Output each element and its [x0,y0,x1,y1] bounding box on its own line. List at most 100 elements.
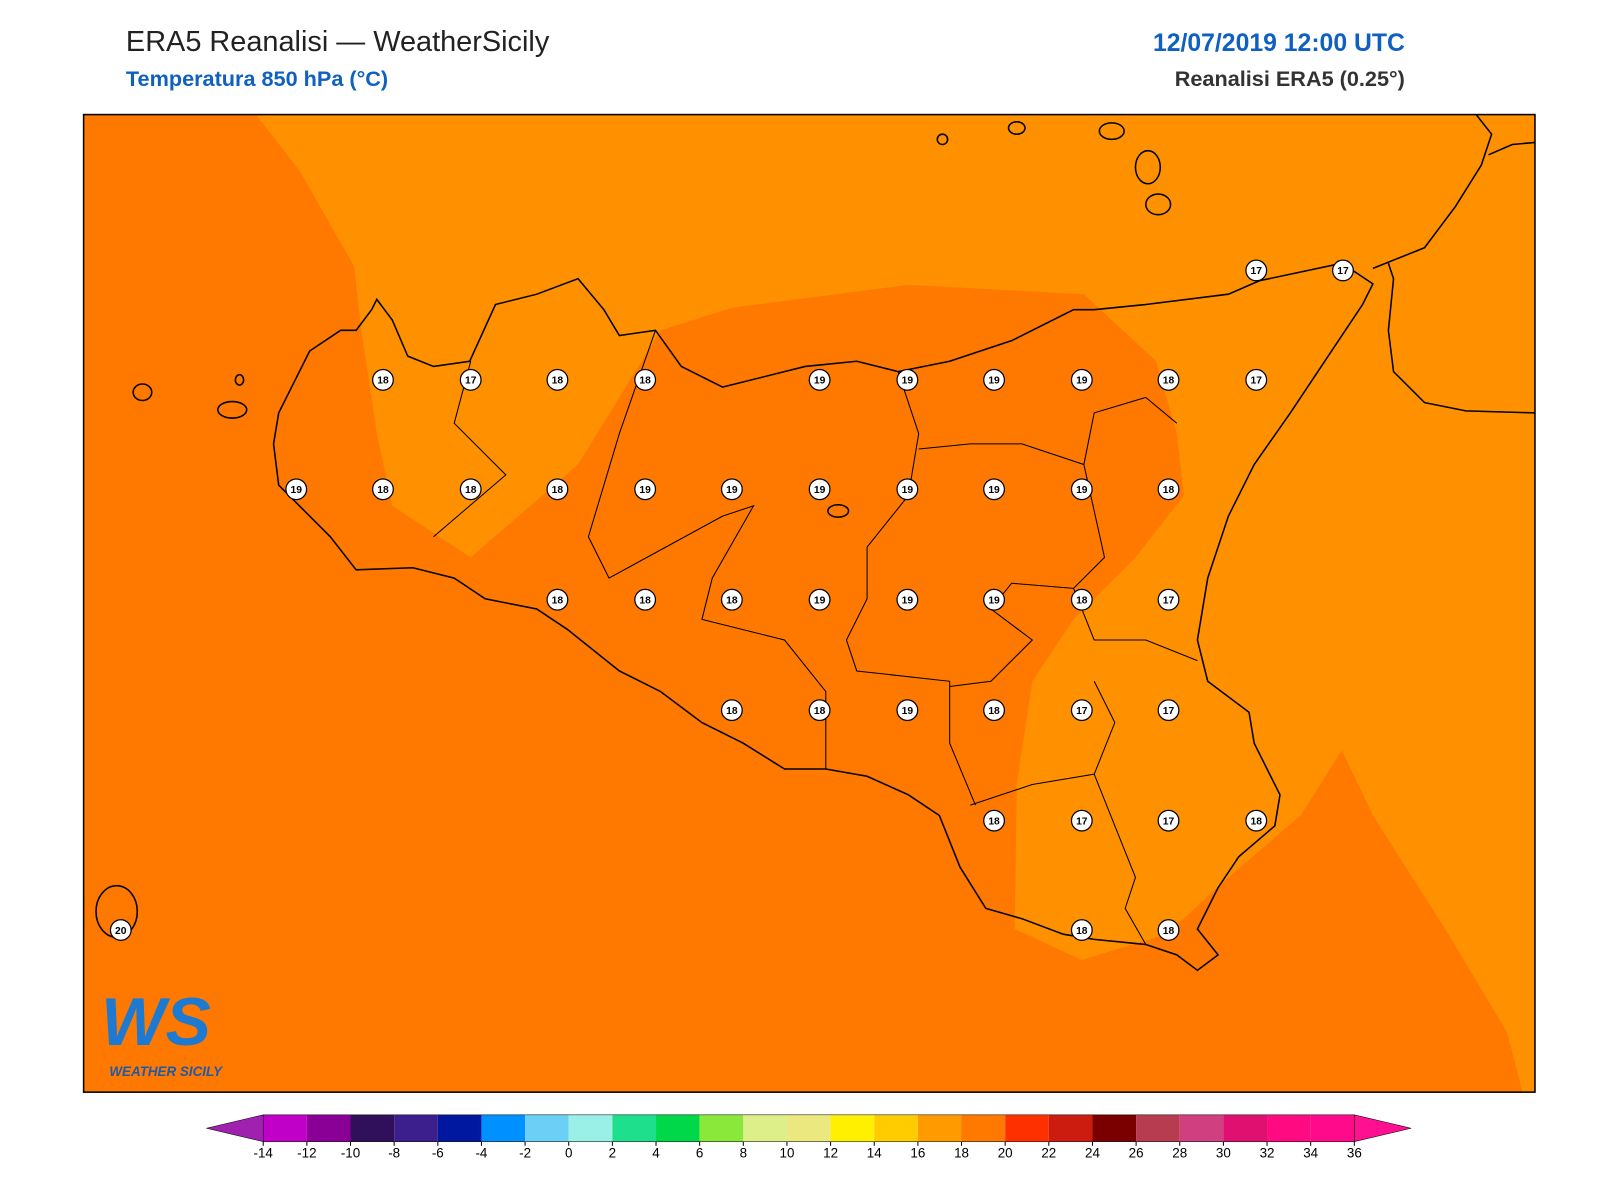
lake [827,504,850,518]
station-marker [983,809,1006,832]
colorbar-box [1005,1114,1049,1142]
station-value: 17 [1337,266,1349,277]
colorbar: -14 -12 -10 -8 -6 -4 -2 0 2 4 6 8 10 12 14 16 18 20 22 24 26… [206,1114,1412,1161]
station-value: 19 [814,595,826,606]
station-marker [896,699,919,722]
station-value: 17 [1076,816,1088,827]
station-marker [983,368,1006,391]
colorbar-box [350,1114,395,1142]
calabria-coast [1372,114,1493,270]
station-marker [459,368,482,391]
station-value: 19 [902,706,914,717]
station-marker [1070,809,1093,832]
station-marker [1070,368,1093,391]
colorbar-tick-label: -14 [254,1146,274,1161]
station-marker [720,478,743,501]
station-value: 19 [1076,485,1088,496]
station-marker [1070,478,1093,501]
station-value: 19 [639,485,651,496]
station-marker [1157,699,1180,722]
station-value: 18 [552,485,564,496]
colorbar-box [394,1114,438,1142]
colorbar-tick-label: 8 [740,1146,747,1161]
colorbar-tick-label: -10 [341,1146,360,1161]
station-marker [1157,919,1180,942]
temperature-band [256,114,1535,1093]
colorbar-box [481,1114,526,1142]
colorbar-box [1223,1114,1268,1142]
station-marker [983,588,1006,611]
station-marker [896,368,919,391]
station-marker [372,478,394,501]
station-value: 18 [1251,816,1263,827]
colorbar-tick-label: 18 [954,1146,969,1161]
colorbar-tick-label: 0 [565,1146,572,1161]
station-value: 19 [726,485,738,496]
station-marker [285,478,308,501]
station-value: 18 [988,816,1000,827]
station-value: 19 [814,376,826,387]
station-value: 18 [988,706,1000,717]
station-marker [1070,588,1093,611]
station-value: 19 [291,485,303,496]
province-border [587,330,827,770]
colorbar-tick-label: -4 [475,1146,487,1161]
colorbar-box [1267,1114,1311,1142]
station-value: 18 [1076,926,1088,937]
station-marker [546,478,569,501]
station-marker [1157,809,1180,832]
colorbar-over [1354,1114,1412,1143]
colorbar-tick-label: 34 [1303,1146,1318,1161]
island [1134,149,1162,185]
calabria-coast [1387,262,1535,414]
colorbar-box [306,1114,351,1142]
island [234,373,245,386]
station-marker [459,478,482,501]
station-marker [109,919,132,942]
colorbar-tick-label: 20 [998,1146,1013,1161]
island [1098,122,1125,141]
station-marker [1157,368,1180,391]
colorbar-box [525,1114,569,1142]
colorbar-box [1179,1114,1224,1142]
colorbar-box [612,1114,657,1142]
map-frame [82,113,1536,1093]
colorbar-outline [262,1114,1355,1142]
colorbar-tick-label: -2 [519,1146,531,1161]
island [217,400,248,419]
province-border [1093,774,1147,945]
station-value: 17 [465,376,477,387]
station-marker [808,478,831,501]
station-value: 19 [814,485,826,496]
colorbar-tick-label: 24 [1085,1146,1100,1161]
station-marker [546,588,569,611]
station-marker [896,588,919,611]
colorbar-tick-label: -6 [432,1146,444,1161]
station-marker [546,368,569,391]
station-marker [634,588,657,611]
colorbar-box [263,1114,307,1142]
station-value: 17 [1251,376,1263,387]
date: 12/07/2019 12:00 UTC [1153,30,1405,57]
station-value: 18 [1076,595,1088,606]
province-border [433,361,507,538]
station-value: 19 [988,376,1000,387]
colorbar-tick-label: 16 [910,1146,925,1161]
colorbar-box [1136,1114,1180,1142]
station-marker [983,478,1006,501]
colorbar-box [437,1114,482,1142]
station-value: 18 [814,706,826,717]
station-value: 17 [1163,595,1175,606]
station-marker [1157,478,1180,501]
province-border [845,371,976,806]
station-value: 18 [552,595,564,606]
subtitle: Temperatura 850 hPa (°C) [126,66,388,91]
colorbar-tick-label: 2 [609,1146,616,1161]
colorbar-box [743,1114,787,1142]
station-marker [634,368,657,391]
colorbar-under [206,1114,264,1143]
logo-initials: WS [101,984,211,1060]
island [936,133,949,146]
station-value: 18 [639,595,651,606]
